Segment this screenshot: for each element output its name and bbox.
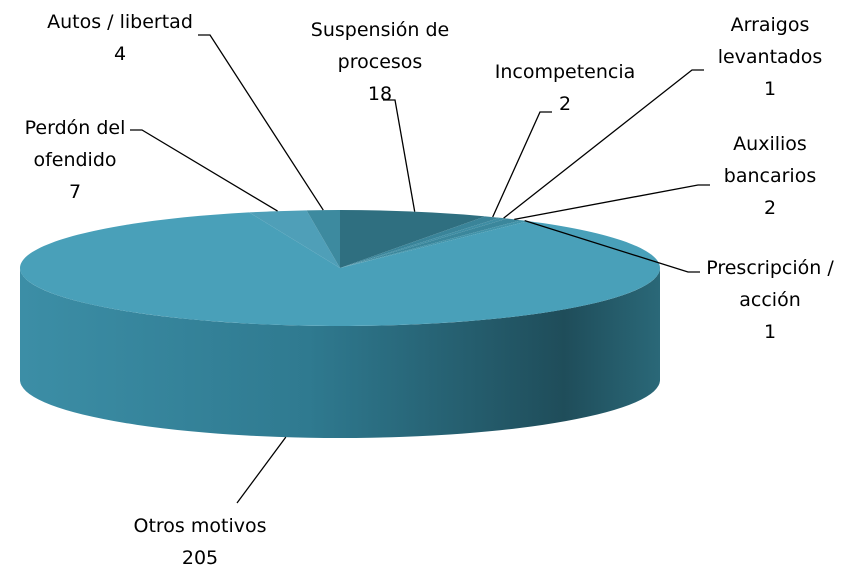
slice <box>340 217 508 268</box>
slice <box>340 218 522 268</box>
category-name: Arraigos levantados <box>717 14 823 68</box>
slice-label: Prescripción / acción 1 <box>680 252 858 348</box>
slice-label: Arraigos levantados 1 <box>690 9 850 105</box>
slice-label: Perdón del ofendido 7 <box>5 112 145 208</box>
value-label: 1 <box>763 78 777 100</box>
slice <box>340 210 486 268</box>
category-name: Incompetencia <box>494 61 636 83</box>
slice-label: Suspensión de procesos 18 <box>295 14 465 110</box>
slice-label: Autos / libertad 4 <box>10 6 230 70</box>
category-name: Suspensión de procesos <box>310 19 450 73</box>
slice <box>20 212 661 326</box>
leader-line <box>492 111 552 218</box>
value-label: 7 <box>68 181 82 203</box>
slice-side <box>20 268 660 438</box>
slice <box>340 220 529 268</box>
slice-label: Otros motivos 205 <box>100 510 300 573</box>
leader-line <box>383 99 416 212</box>
category-name: Prescripción / acción <box>706 257 834 311</box>
category-name: Autos / libertad <box>47 11 193 33</box>
leader-line <box>524 220 700 273</box>
category-name: Perdón del ofendido <box>24 117 126 171</box>
leader-line <box>130 129 278 212</box>
leader-line <box>514 184 710 220</box>
value-label: 4 <box>113 43 127 65</box>
value-label: 2 <box>763 197 777 219</box>
leader-line <box>503 69 704 219</box>
slice-label: Incompetencia 2 <box>470 56 660 120</box>
slice-label: Auxilios bancarios 2 <box>700 128 840 224</box>
value-label: 205 <box>181 547 219 569</box>
leader-line <box>236 436 287 504</box>
value-label: 1 <box>763 321 777 343</box>
value-label: 18 <box>367 83 393 105</box>
slice <box>306 210 340 268</box>
slice <box>249 210 340 268</box>
leader-line <box>198 34 324 211</box>
category-name: Otros motivos <box>133 515 267 537</box>
value-label: 2 <box>558 93 572 115</box>
slice <box>340 216 500 268</box>
category-name: Auxilios bancarios <box>723 133 817 187</box>
